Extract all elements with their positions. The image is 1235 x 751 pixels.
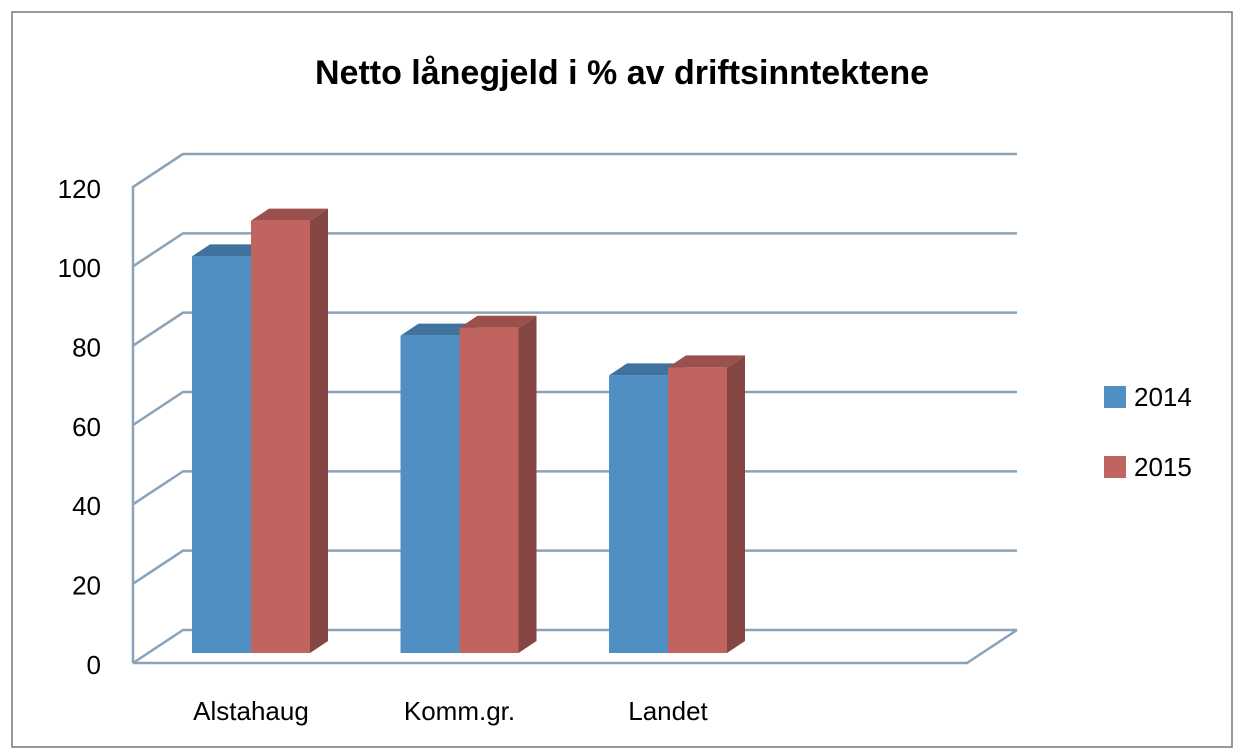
x-tick-label: Alstahaug: [193, 696, 309, 726]
chart-title: Netto lånegjeld i % av driftsinntektene: [315, 54, 929, 92]
bar-side: [727, 355, 745, 653]
bar: [192, 256, 251, 653]
bar-top: [400, 323, 478, 336]
bar-top: [251, 208, 328, 221]
y-tick-label: 20: [72, 571, 101, 601]
y-tick-label: 60: [72, 412, 101, 442]
floor: [133, 628, 1018, 665]
y-tick-label: 100: [58, 253, 101, 283]
grid-line: [132, 232, 1017, 268]
y-tick-label: 40: [72, 491, 101, 521]
x-tick-label: Landet: [628, 696, 708, 726]
y-tick-label: 0: [87, 650, 101, 680]
legend-swatch: [1104, 386, 1126, 408]
bar-top: [668, 355, 745, 368]
x-tick-label: Komm.gr.: [404, 696, 515, 726]
bar: [400, 335, 460, 653]
y-axis: [131, 152, 184, 663]
bar-side: [518, 315, 537, 653]
legend-swatch: [1104, 456, 1126, 478]
grid-line: [132, 311, 1017, 347]
bar: [459, 327, 519, 653]
bar-side: [310, 208, 328, 653]
bar-top: [609, 363, 686, 376]
legend-label: 2014: [1134, 382, 1192, 412]
y-tick-label: 120: [58, 174, 101, 204]
bar: [668, 367, 727, 653]
bar: [609, 375, 668, 653]
bar: [251, 220, 310, 653]
bar-top: [192, 244, 269, 257]
bar-top: [459, 315, 537, 328]
y-tick-label: 80: [72, 333, 101, 363]
legend-label: 2015: [1134, 452, 1192, 482]
